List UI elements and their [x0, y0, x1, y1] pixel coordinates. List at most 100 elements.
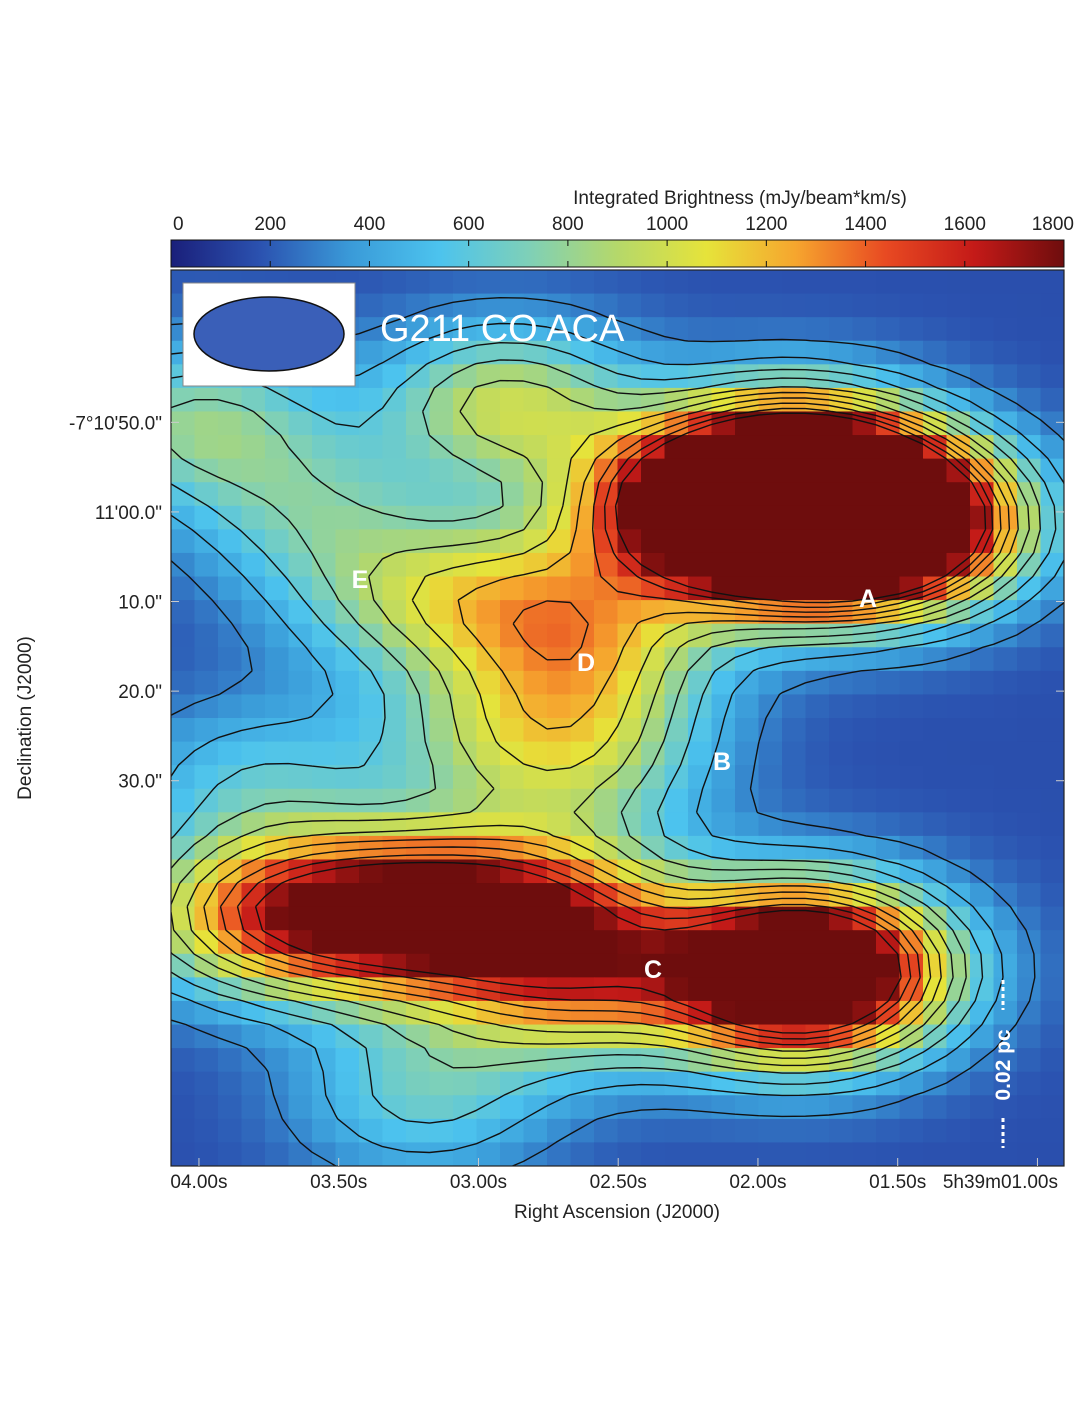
- map-pixel: [711, 505, 736, 530]
- map-pixel: [382, 906, 407, 931]
- map-pixel: [782, 1095, 807, 1120]
- map-pixel: [829, 482, 854, 507]
- map-pixel: [335, 977, 360, 1002]
- map-pixel: [735, 270, 760, 295]
- map-pixel: [523, 600, 548, 625]
- map-pixel: [829, 317, 854, 342]
- map-pixel: [570, 977, 595, 1002]
- map-pixel: [852, 270, 877, 295]
- map-pixel: [688, 883, 713, 908]
- map-pixel: [664, 435, 689, 460]
- map-pixel: [265, 718, 290, 743]
- map-pixel: [265, 529, 290, 554]
- map-pixel: [476, 647, 501, 672]
- map-pixel: [641, 694, 666, 719]
- map-pixel: [429, 694, 454, 719]
- map-pixel: [805, 458, 830, 483]
- map-pixel: [641, 552, 666, 578]
- map-pixel: [218, 1048, 243, 1073]
- map-pixel: [782, 482, 807, 507]
- map-pixel: [993, 1095, 1018, 1120]
- map-pixel: [265, 623, 290, 648]
- map-pixel: [547, 552, 572, 578]
- map-pixel: [970, 576, 995, 601]
- map-pixel: [194, 482, 219, 507]
- map-pixel: [805, 505, 830, 530]
- y-tick-labels: -7°10'50.0" 11'00.0" 10.0" 20.0" 30.0": [69, 413, 162, 792]
- map-pixel: [500, 552, 525, 578]
- map-pixel: [570, 505, 595, 530]
- map-pixel: [735, 1142, 760, 1166]
- map-pixel: [923, 293, 948, 318]
- map-pixel: [899, 458, 924, 483]
- map-pixel: [641, 670, 666, 696]
- map-pixel: [946, 741, 971, 766]
- map-pixel: [406, 387, 431, 413]
- map-pixel: [617, 529, 642, 554]
- map-pixel: [594, 435, 619, 460]
- map-pixel: [406, 1071, 431, 1096]
- map-pixel: [359, 1118, 384, 1144]
- map-pixel: [923, 953, 948, 978]
- map-pixel: [1017, 293, 1042, 318]
- map-pixel: [500, 953, 525, 978]
- map-pixel: [453, 647, 478, 672]
- map-pixel: [970, 270, 995, 295]
- map-frame: [170, 269, 1065, 1167]
- map-pixel: [829, 458, 854, 483]
- map-pixel: [782, 883, 807, 908]
- map-pixel: [1017, 1095, 1042, 1120]
- map-pixel: [923, 647, 948, 672]
- map-pixel: [500, 812, 525, 837]
- map-pixel: [829, 1118, 854, 1144]
- map-pixel: [1017, 411, 1042, 436]
- map-pixel: [288, 765, 313, 790]
- map-pixel: [852, 670, 877, 696]
- map-pixel: [312, 835, 337, 861]
- map-pixel: [547, 812, 572, 837]
- map-pixel: [312, 505, 337, 530]
- map-pixel: [523, 435, 548, 460]
- map-pixel: [547, 364, 572, 389]
- map-pixel: [876, 718, 901, 743]
- map-pixel: [194, 741, 219, 766]
- map-pixel: [688, 1095, 713, 1120]
- map-pixel: [805, 364, 830, 389]
- map-pixel: [453, 387, 478, 413]
- map-pixel: [218, 694, 243, 719]
- map-pixel: [1040, 1024, 1064, 1049]
- map-pixel: [876, 977, 901, 1002]
- map-pixel: [359, 906, 384, 931]
- map-pixel: [876, 340, 901, 365]
- map-pixel: [1040, 694, 1064, 719]
- map-pixel: [852, 1118, 877, 1144]
- map-pixel: [852, 482, 877, 507]
- map-pixel: [617, 1048, 642, 1073]
- map-pixel: [735, 529, 760, 554]
- map-pixel: [782, 1000, 807, 1026]
- map-pixel: [500, 317, 525, 342]
- map-pixel: [476, 812, 501, 837]
- map-pixel: [194, 930, 219, 955]
- map-pixel: [429, 411, 454, 436]
- map-pixel: [805, 1118, 830, 1144]
- map-pixel: [171, 458, 196, 483]
- map-pixel: [241, 812, 266, 837]
- map-pixel: [805, 930, 830, 955]
- map-pixel: [758, 552, 783, 578]
- map-pixel: [335, 741, 360, 766]
- map-pixel: [265, 435, 290, 460]
- map-pixel: [782, 1048, 807, 1073]
- map-pixel: [241, 1071, 266, 1096]
- map-pixel: [429, 741, 454, 766]
- map-pixel: [664, 718, 689, 743]
- map-pixel: [617, 977, 642, 1002]
- map-pixel: [829, 718, 854, 743]
- map-pixel: [970, 1000, 995, 1026]
- map-pixel: [359, 718, 384, 743]
- map-pixel: [171, 647, 196, 672]
- map-pixel: [547, 270, 572, 295]
- map-pixel: [429, 718, 454, 743]
- map-pixel: [429, 670, 454, 696]
- map-pixel: [993, 812, 1018, 837]
